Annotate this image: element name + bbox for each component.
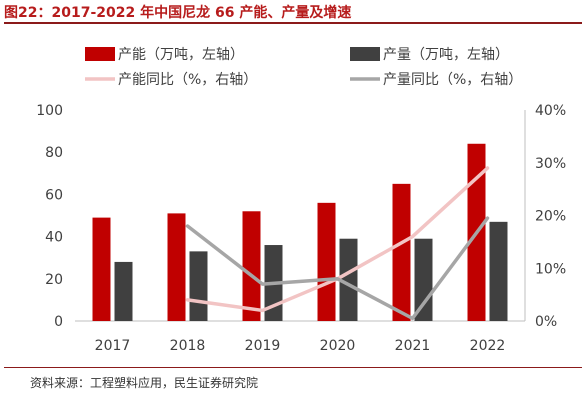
legend-output-label: 产量（万吨，左轴）	[383, 47, 509, 63]
x-tick-label: 2019	[245, 338, 281, 354]
right-tick-label: 40%	[535, 103, 566, 119]
legend-capacity-yoy-label: 产能同比（%，右轴）	[118, 72, 257, 88]
bar-capacity	[242, 211, 261, 321]
right-tick-label: 30%	[535, 156, 566, 172]
right-tick-label: 0%	[535, 314, 557, 330]
left-tick-label: 0	[54, 314, 63, 330]
bar-output	[339, 238, 358, 321]
bar-capacity	[392, 183, 411, 321]
line-capacity-yoy	[185, 166, 490, 313]
bar-output	[489, 221, 508, 321]
left-tick-label: 80	[45, 145, 63, 161]
right-tick-label: 10%	[535, 261, 566, 277]
bar-output	[114, 261, 133, 321]
chart: 0 20 40 60 80 100 0% 10% 20% 30% 40% 2017 2018 2019 20…	[36, 47, 566, 354]
bar-output	[414, 238, 433, 321]
bar-output	[189, 251, 208, 321]
legend-capacity-label: 产能（万吨，左轴）	[118, 47, 244, 63]
title-divider	[4, 22, 582, 24]
bar-capacity	[167, 213, 186, 321]
left-tick-label: 100	[36, 103, 63, 119]
legend-output-swatch	[350, 47, 380, 61]
x-tick-label: 2017	[95, 338, 131, 354]
line-output-yoy	[185, 216, 490, 321]
legend-output-yoy-label: 产量同比（%，右轴）	[383, 72, 522, 88]
left-tick-label: 20	[45, 272, 63, 288]
x-tick-label: 2020	[320, 338, 356, 354]
figure-title: 图22：2017-2022 年中国尼龙 66 产能、产量及增速	[4, 5, 352, 21]
source-note: 资料来源：工程塑料应用，民生证券研究院	[30, 376, 259, 390]
left-tick-label: 40	[45, 230, 63, 246]
bar-capacity	[92, 217, 111, 321]
bar-capacity	[317, 202, 336, 321]
source-divider	[4, 367, 582, 368]
x-tick-label: 2021	[395, 338, 431, 354]
legend-capacity-swatch	[85, 47, 115, 61]
x-tick-label: 2018	[170, 338, 206, 354]
left-tick-label: 60	[45, 187, 63, 203]
right-tick-label: 20%	[535, 209, 566, 225]
x-tick-label: 2022	[470, 338, 506, 354]
